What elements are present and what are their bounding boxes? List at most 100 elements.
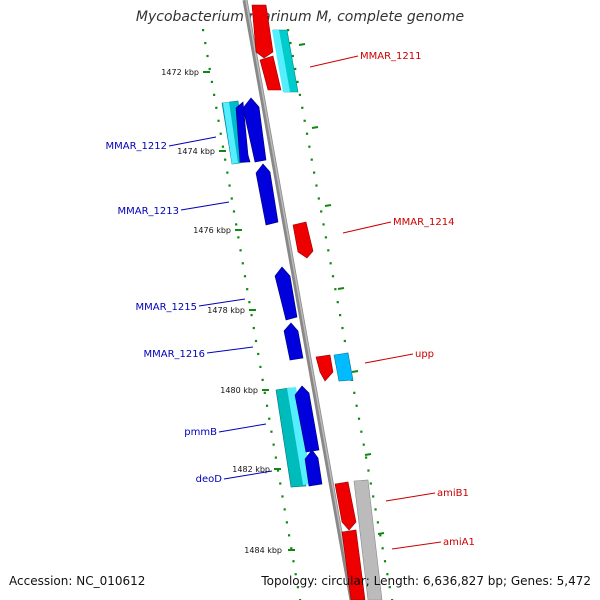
rna-arrow-mmar-1212-light — [223, 102, 238, 164]
tick-label: 1474 kbp — [177, 147, 215, 156]
outer-tick-dot — [355, 404, 358, 407]
gene-arrow-mmar-1214[interactable] — [292, 221, 314, 259]
outer-tick-dot — [324, 236, 328, 239]
outer-tick-dot — [357, 417, 361, 420]
inner-tick-dot — [296, 586, 299, 589]
outer-tick-dot — [308, 145, 311, 148]
outer-tick-dot — [289, 41, 292, 45]
leader-mmar-1216 — [206, 346, 254, 354]
inner-tick-dot — [274, 456, 277, 459]
inner-tick-dot — [219, 132, 222, 135]
inner-tick-dot — [241, 262, 244, 265]
inner-tick-dot — [259, 365, 262, 369]
outer-tick-dot — [343, 339, 346, 343]
gene-label-mmar-1214[interactable]: MMAR_1214 — [393, 217, 455, 228]
outer-tick-dot — [315, 184, 318, 187]
inner-tick-dot — [263, 391, 266, 394]
gene-label-amia1[interactable]: amiA1 — [443, 537, 475, 548]
inner-tick-dot — [215, 106, 218, 109]
gene-label-mmar-1216[interactable]: MMAR_1216 — [144, 349, 206, 360]
gene-label-pmmb[interactable]: pmmB — [184, 427, 217, 438]
inner-tick-dot — [248, 301, 251, 304]
gene-arrow-mmar-1211-b[interactable] — [259, 55, 282, 91]
outer-tick-dot — [317, 197, 320, 200]
leader-upp — [364, 353, 414, 364]
gene-arrow-mmar-1213[interactable] — [255, 163, 279, 226]
gene-arrow-mmar-1212-b[interactable] — [242, 97, 267, 163]
outer-tick-dot — [305, 132, 309, 135]
inner-tick-dot — [224, 158, 227, 161]
minor-tick-mark — [377, 532, 385, 535]
inner-tick-dot — [281, 495, 284, 498]
gene-label-upp[interactable]: upp — [415, 349, 434, 360]
gene-arrow-upp[interactable] — [315, 354, 334, 382]
gene-label-mmar-1211[interactable]: MMAR_1211 — [360, 51, 422, 62]
minor-tick-mark — [311, 126, 319, 129]
outer-tick-dot — [374, 508, 377, 511]
outer-tick-dot — [376, 521, 380, 524]
gene-arrow-mmar-1212[interactable] — [235, 101, 251, 163]
outer-tick-dot — [381, 547, 384, 550]
gene-label-mmar-1212[interactable]: MMAR_1212 — [106, 141, 168, 152]
inner-tick-dot — [292, 560, 295, 563]
gene-arrow-mmar-1216[interactable] — [283, 322, 304, 361]
inner-tick-dot — [261, 378, 264, 381]
tick-label: 1478 kbp — [207, 306, 245, 315]
tick-label: 1472 kbp — [161, 68, 199, 77]
gene-arrow-mmar-1211[interactable] — [251, 4, 274, 59]
gene-arrow-pmmb[interactable] — [294, 385, 320, 453]
inner-tick-dot — [204, 41, 207, 45]
rna-arrow-pmmb[interactable] — [275, 387, 307, 488]
inner-tick-dot — [206, 54, 209, 58]
tick-label: 1480 kbp — [220, 386, 258, 395]
accession-text: Accession: NC_010612 — [9, 574, 146, 588]
inner-tick-dot — [283, 508, 286, 511]
outer-tick-dot — [287, 29, 290, 32]
outer-tick-dot — [296, 80, 299, 84]
inner-tick-dot — [270, 430, 273, 433]
gene-arrow-mmar-1215[interactable] — [274, 266, 298, 321]
inner-tick-dot — [232, 210, 236, 213]
tick-label: 1482 kbp — [232, 465, 270, 474]
gene-arrow-deod[interactable] — [304, 449, 323, 487]
inner-tick-dot — [221, 145, 225, 148]
gene-label-leaders — [168, 55, 442, 550]
inner-tick-dot — [208, 67, 211, 71]
tick-label: 1484 kbp — [244, 546, 282, 555]
minor-tick-mark — [298, 43, 306, 46]
rna-arrow-upp[interactable] — [333, 352, 354, 382]
rna-arrow-mmar-1211-light — [272, 30, 290, 92]
gene-label-mmar-1215[interactable]: MMAR_1215 — [136, 302, 198, 313]
minor-tick-mark — [337, 287, 345, 290]
outer-tick-dot — [329, 262, 332, 265]
outer-tick-dot — [362, 443, 365, 446]
gene-arrow-amib1[interactable] — [334, 481, 357, 531]
gene-label-amib1[interactable]: amiB1 — [437, 488, 469, 499]
leader-mmar-1215 — [198, 298, 246, 307]
outer-tick-dot — [372, 495, 375, 498]
inner-tick-dot — [202, 29, 205, 32]
gene-arrow-amia1[interactable] — [341, 529, 366, 600]
inner-tick-dot — [246, 288, 249, 291]
inner-tick-dot — [228, 184, 231, 187]
inner-tick-dot — [217, 119, 220, 122]
outer-tick-dot — [360, 430, 363, 433]
leader-pmmb — [218, 423, 267, 433]
inner-tick-dot — [230, 197, 233, 200]
outer-tick-dot — [301, 106, 304, 109]
outer-tick-dot — [379, 534, 382, 537]
inner-tick-dot — [210, 80, 214, 84]
outer-tick-dot — [369, 482, 372, 485]
leader-mmar-1213 — [180, 201, 230, 211]
inner-tick-dot — [290, 547, 293, 550]
inner-tick-dot — [226, 171, 229, 174]
gene-label-deod[interactable]: deoD — [196, 474, 223, 485]
outer-tick-dot — [341, 326, 344, 330]
inner-tick-dot — [239, 249, 242, 252]
inner-tick-dot — [252, 326, 255, 330]
gene-label-mmar-1213[interactable]: MMAR_1213 — [118, 206, 180, 217]
inner-tick-dot — [285, 521, 288, 524]
outer-tick-dot — [334, 288, 337, 291]
outer-tick-dot — [310, 158, 313, 161]
grey-feature-amia1 — [353, 479, 383, 600]
